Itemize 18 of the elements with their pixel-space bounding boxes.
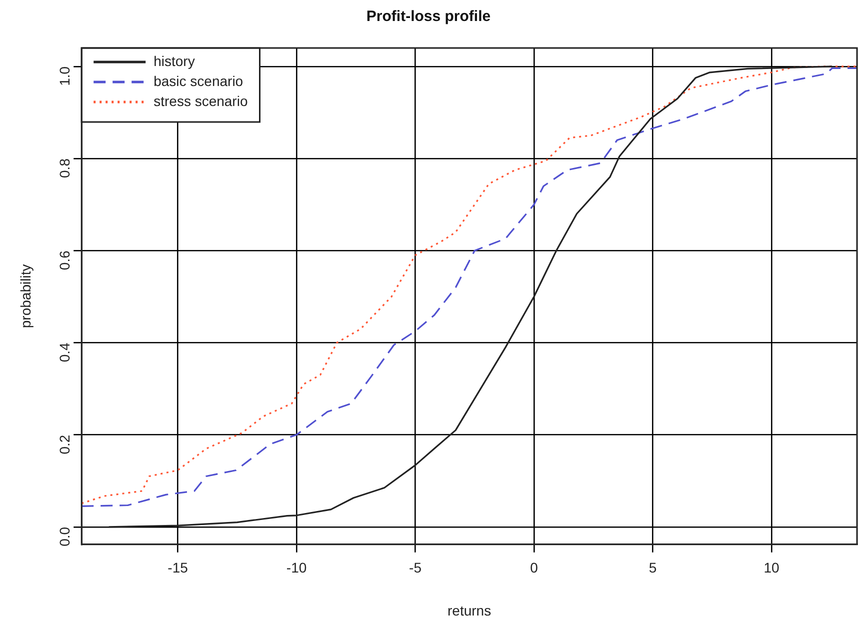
y-tick-label: 1.0	[56, 66, 72, 86]
x-axis-title: returns	[448, 602, 492, 618]
legend-label: basic scenario	[154, 72, 244, 89]
y-tick-label: 0.0	[56, 526, 72, 546]
y-tick-label: 0.6	[56, 250, 72, 270]
y-tick-label: 0.4	[56, 342, 72, 362]
y-tick-label: 0.8	[56, 158, 72, 178]
x-tick-label: -10	[286, 560, 307, 576]
x-tick-label: -15	[168, 560, 188, 576]
chart-title: Profit-loss profile	[366, 8, 491, 26]
x-tick-label: 5	[648, 560, 657, 576]
legend-label: history	[154, 52, 195, 69]
x-tick-label: -5	[409, 560, 422, 576]
y-axis-title: probability	[17, 264, 34, 328]
x-tick-label: 0	[530, 560, 538, 576]
x-tick-label: 10	[764, 560, 780, 576]
y-tick-label: 0.2	[56, 434, 72, 454]
legend-label: stress scenario	[154, 92, 248, 109]
